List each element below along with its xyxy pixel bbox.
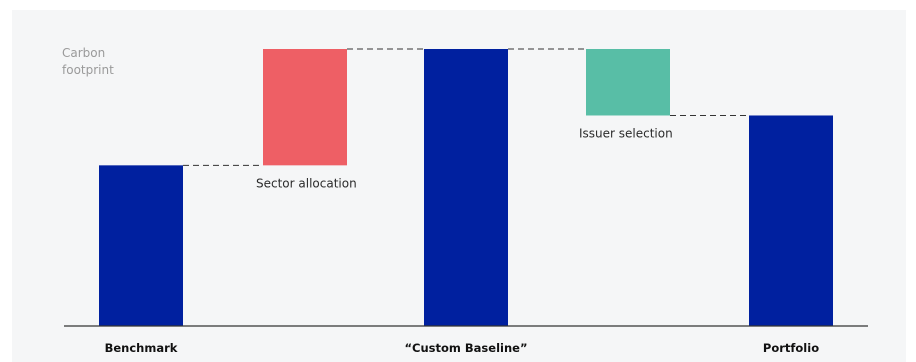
bars-layer: [99, 49, 833, 326]
category-label-portfolio: Portfolio: [763, 341, 819, 355]
y-axis-label: Carbon footprint: [62, 46, 114, 77]
y-axis-label-line-2: footprint: [62, 63, 114, 77]
bar-benchmark: [99, 165, 183, 326]
category-label-baseline: “Custom Baseline”: [404, 341, 527, 355]
bar-label-issuer: Issuer selection: [579, 126, 673, 140]
category-label-benchmark: Benchmark: [105, 341, 178, 355]
labels-layer: Benchmark Sector allocation “Custom Baseli…: [105, 126, 820, 355]
bar-sector: [263, 49, 347, 166]
y-axis-label-line-1: Carbon: [62, 46, 105, 60]
bar-baseline: [424, 49, 508, 326]
bar-portfolio: [749, 115, 833, 326]
connectors-layer: [183, 48, 749, 166]
bar-label-sector: Sector allocation: [256, 176, 357, 190]
bar-issuer: [586, 49, 670, 116]
